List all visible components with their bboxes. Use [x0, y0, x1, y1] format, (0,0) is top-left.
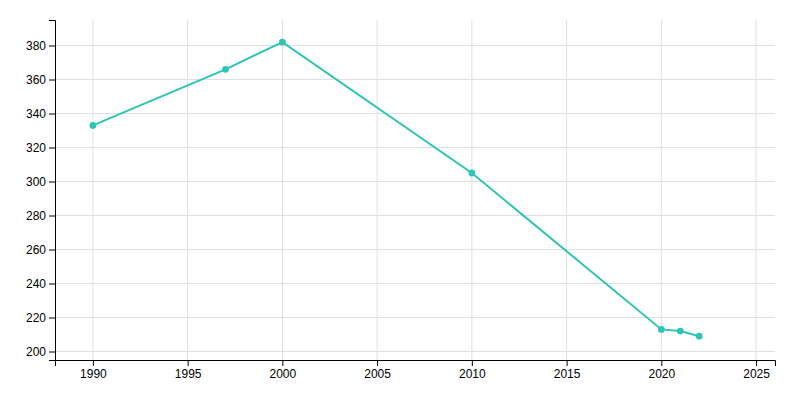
y-tick-label: 220 — [26, 311, 46, 325]
y-tick: 240 — [26, 277, 55, 291]
grid-line — [55, 351, 775, 352]
grid-line — [471, 20, 472, 360]
x-tick: 2010 — [459, 360, 486, 381]
y-tick-label: 280 — [26, 209, 46, 223]
y-tick-mark — [49, 46, 55, 47]
grid-line — [55, 181, 775, 182]
grid-line — [55, 317, 775, 318]
marker — [658, 326, 665, 333]
y-tick: 380 — [26, 39, 55, 53]
y-axis: 200 220 240 260 280 300 320 340 360 380 — [26, 21, 56, 361]
grid-line — [55, 147, 775, 148]
marker — [468, 170, 475, 177]
marker — [696, 333, 703, 340]
grid — [55, 20, 775, 360]
y-tick: 340 — [26, 107, 55, 121]
x-tick-label: 2010 — [459, 367, 486, 381]
y-tick-label: 200 — [26, 345, 46, 359]
x-axis: 1990 1995 2000 2005 2010 2015 2020 2025 — [56, 360, 776, 381]
grid-line — [55, 113, 775, 114]
y-tick-mark — [49, 250, 55, 251]
x-tick-mark — [188, 360, 189, 366]
y-tick: 260 — [26, 243, 55, 257]
grid-line — [661, 20, 662, 360]
y-tick: 300 — [26, 175, 55, 189]
y-tick: 320 — [26, 141, 55, 155]
x-tick-label: 2020 — [648, 367, 675, 381]
y-axis-line — [49, 21, 56, 361]
x-tick: 2020 — [648, 360, 675, 381]
x-tick: 2000 — [270, 360, 297, 381]
x-tick: 2005 — [364, 360, 391, 381]
plot-area: 1990 1995 2000 2005 2010 2015 2020 2025 200 220 24… — [26, 20, 776, 381]
x-tick: 2025 — [743, 360, 770, 381]
y-tick-label: 360 — [26, 73, 46, 87]
grid-line — [55, 45, 775, 46]
x-tick-mark — [472, 360, 473, 366]
chart: 1990 1995 2000 2005 2010 2015 2020 2025 200 220 24… — [0, 0, 800, 400]
x-tick: 1995 — [175, 360, 202, 381]
line — [93, 42, 699, 336]
grid-line — [92, 20, 93, 360]
y-tick: 200 — [26, 345, 55, 359]
x-tick-label: 1995 — [175, 367, 202, 381]
grid-line — [282, 20, 283, 360]
marker — [90, 122, 97, 129]
marker — [279, 39, 286, 46]
x-tick-label: 2015 — [554, 367, 581, 381]
marks — [90, 39, 703, 340]
grid-line — [55, 283, 775, 284]
x-tick-label: 2025 — [743, 367, 770, 381]
y-tick-mark — [49, 114, 55, 115]
x-tick: 1990 — [80, 360, 107, 381]
grid-line — [566, 20, 567, 360]
y-tick-label: 380 — [26, 39, 46, 53]
y-tick-mark — [49, 148, 55, 149]
y-tick-label: 320 — [26, 141, 46, 155]
y-tick-mark — [49, 352, 55, 353]
y-tick-mark — [49, 182, 55, 183]
x-tick-label: 2005 — [364, 367, 391, 381]
marker — [677, 328, 684, 335]
x-tick-mark — [282, 360, 283, 366]
grid-line — [55, 249, 775, 250]
x-tick-mark — [377, 360, 378, 366]
x-axis-line — [56, 361, 776, 367]
x-tick-mark — [567, 360, 568, 366]
marker — [222, 66, 229, 73]
grid-line — [377, 20, 378, 360]
x-tick-mark — [93, 360, 94, 366]
x-tick-mark — [661, 360, 662, 366]
x-tick-label: 2000 — [270, 367, 297, 381]
grid-line — [55, 79, 775, 80]
grid-line — [55, 215, 775, 216]
y-tick: 280 — [26, 209, 55, 223]
y-tick-mark — [49, 216, 55, 217]
y-tick-label: 240 — [26, 277, 46, 291]
grid-line — [756, 20, 757, 360]
x-tick: 2015 — [554, 360, 581, 381]
y-tick-label: 340 — [26, 107, 46, 121]
y-tick-mark — [49, 80, 55, 81]
y-tick-label: 300 — [26, 175, 46, 189]
y-tick-mark — [49, 318, 55, 319]
grid-line — [187, 20, 188, 360]
y-tick: 220 — [26, 311, 55, 325]
y-tick-label: 260 — [26, 243, 46, 257]
x-tick-label: 1990 — [80, 367, 107, 381]
y-tick-mark — [49, 284, 55, 285]
y-tick: 360 — [26, 73, 55, 87]
x-tick-mark — [756, 360, 757, 366]
